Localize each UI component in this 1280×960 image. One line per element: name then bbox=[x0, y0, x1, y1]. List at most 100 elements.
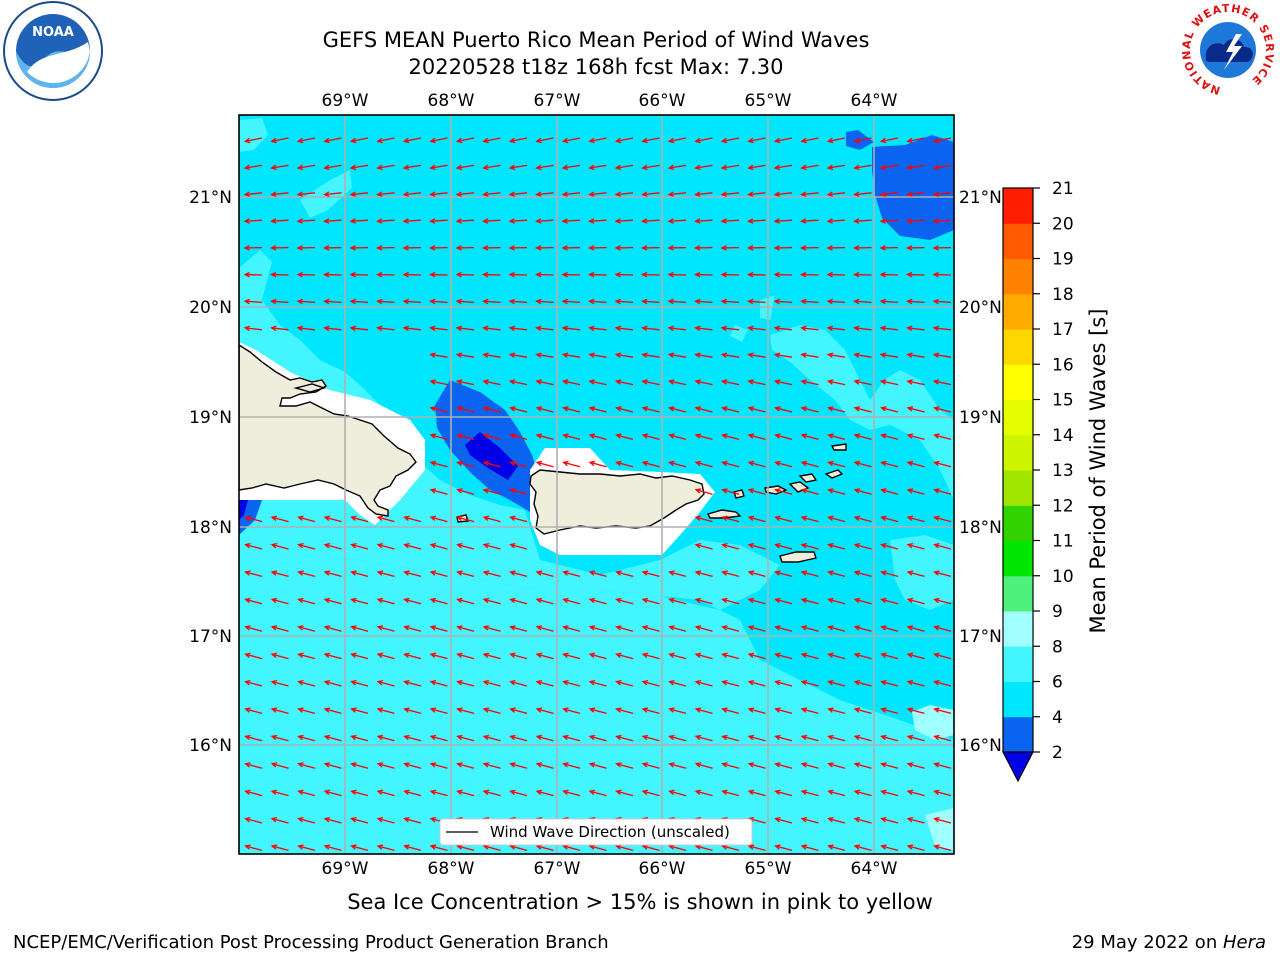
wave-direction-arrow bbox=[456, 597, 475, 605]
wave-direction-arrow bbox=[721, 488, 740, 495]
wave-direction-arrow bbox=[721, 406, 740, 413]
wave-direction-arrow bbox=[296, 164, 316, 171]
wave-direction-arrow bbox=[535, 570, 554, 578]
wave-direction-arrow bbox=[694, 762, 713, 769]
wave-direction-arrow bbox=[270, 515, 289, 523]
wave-direction-arrow bbox=[880, 433, 899, 441]
wave-direction-arrow bbox=[535, 406, 554, 413]
wave-direction-arrow bbox=[297, 652, 316, 660]
wave-direction-arrow bbox=[376, 707, 395, 715]
wave-direction-arrow bbox=[350, 543, 369, 550]
wave-direction-arrow bbox=[641, 406, 660, 413]
colorbar-segment bbox=[1003, 716, 1033, 753]
wave-direction-arrow bbox=[667, 325, 687, 332]
wave-direction-arrow bbox=[667, 245, 687, 251]
wave-direction-arrow bbox=[562, 680, 581, 687]
wave-direction-arrow bbox=[906, 570, 925, 578]
wave-direction-arrow bbox=[323, 625, 342, 632]
wave-direction-arrow bbox=[932, 218, 952, 224]
wave-direction-arrow bbox=[349, 164, 369, 171]
colorbar-tick-label: 21 bbox=[1052, 179, 1074, 199]
wave-direction-arrow bbox=[588, 625, 607, 632]
wave-direction-arrow bbox=[455, 325, 475, 332]
wave-direction-arrow bbox=[296, 218, 316, 224]
colorbar-tick-label: 20 bbox=[1052, 214, 1074, 234]
wave-direction-arrow bbox=[906, 379, 925, 386]
wave-direction-arrow bbox=[880, 844, 899, 852]
wave-direction-arrow bbox=[561, 271, 581, 278]
wave-direction-arrow bbox=[482, 597, 501, 605]
wave-direction-arrow bbox=[376, 271, 395, 278]
wave-direction-arrow bbox=[323, 543, 342, 550]
lat-label-left: 17°N bbox=[189, 627, 232, 647]
wave-direction-arrow bbox=[667, 271, 687, 278]
wave-direction-arrow bbox=[402, 137, 422, 144]
wave-direction-arrow bbox=[853, 762, 872, 769]
wave-direction-arrow bbox=[853, 844, 872, 852]
wave-direction-arrow bbox=[747, 707, 766, 715]
lon-label-top: 65°W bbox=[745, 91, 792, 111]
wave-direction-arrow bbox=[535, 734, 554, 742]
wave-direction-arrow bbox=[349, 271, 369, 278]
wave-direction-arrow bbox=[774, 515, 793, 523]
wave-direction-arrow bbox=[482, 298, 501, 305]
wave-direction-arrow bbox=[429, 271, 448, 278]
wave-direction-arrow bbox=[562, 789, 581, 797]
wave-direction-arrow bbox=[615, 433, 634, 441]
wave-direction-arrow bbox=[827, 734, 846, 742]
wave-direction-arrow bbox=[615, 460, 634, 468]
wave-direction-arrow bbox=[933, 433, 952, 441]
puerto-rico-land bbox=[529, 469, 705, 535]
wave-direction-arrow bbox=[668, 680, 687, 687]
wave-direction-arrow bbox=[774, 488, 793, 495]
wave-direction-arrow bbox=[641, 597, 660, 605]
wave-direction-arrow bbox=[800, 271, 819, 278]
wave-direction-arrow bbox=[720, 352, 740, 358]
wave-direction-arrow bbox=[773, 379, 793, 386]
wave-direction-arrow bbox=[270, 789, 289, 797]
wave-direction-arrow bbox=[535, 680, 554, 687]
wave-direction-arrow bbox=[270, 191, 289, 197]
wave-direction-arrow bbox=[588, 570, 607, 578]
wave-direction-arrow bbox=[641, 218, 660, 224]
wave-direction-arrow bbox=[456, 488, 475, 495]
wave-direction-arrow bbox=[826, 137, 846, 144]
wave-direction-arrow bbox=[402, 271, 422, 278]
wave-direction-arrow bbox=[827, 460, 846, 468]
wave-direction-arrow bbox=[535, 191, 554, 197]
wave-direction-arrow bbox=[297, 625, 316, 632]
wave-direction-arrow bbox=[720, 325, 740, 332]
wave-direction-arrow bbox=[588, 789, 607, 797]
wave-direction-arrow bbox=[535, 433, 554, 441]
footer-date: 29 May 2022 on Hera bbox=[1072, 932, 1266, 953]
wave-direction-arrow bbox=[720, 218, 740, 224]
wave-direction-arrow bbox=[906, 488, 925, 495]
wave-direction-arrow bbox=[668, 433, 687, 441]
wave-direction-arrow bbox=[614, 164, 634, 171]
wave-direction-arrow bbox=[906, 817, 925, 824]
wave-direction-arrow bbox=[482, 379, 501, 386]
wave-direction-arrow bbox=[615, 707, 634, 715]
wave-direction-arrow bbox=[879, 379, 899, 386]
wave-direction-arrow bbox=[376, 680, 395, 687]
wave-direction-arrow bbox=[429, 325, 448, 332]
colorbar-tick-label: 2 bbox=[1052, 743, 1063, 763]
wave-direction-arrow bbox=[747, 164, 766, 171]
wave-direction-arrow bbox=[244, 844, 263, 852]
wave-direction-arrow bbox=[243, 298, 263, 305]
wave-direction-arrow bbox=[615, 625, 634, 632]
wave-direction-arrow bbox=[668, 652, 687, 660]
lat-label-left: 21°N bbox=[189, 188, 232, 208]
wave-direction-arrow bbox=[456, 625, 475, 632]
wave-direction-arrow bbox=[455, 191, 475, 197]
plot-frame bbox=[238, 114, 955, 855]
wave-direction-arrow bbox=[827, 488, 846, 495]
wave-direction-arrow bbox=[615, 734, 634, 742]
wave-direction-arrow bbox=[402, 298, 422, 305]
wave-direction-arrow bbox=[879, 271, 899, 278]
wave-direction-arrow bbox=[694, 433, 713, 441]
wave-direction-arrow bbox=[853, 379, 872, 386]
wave-direction-arrow bbox=[933, 625, 952, 632]
wave-direction-arrow bbox=[879, 137, 899, 144]
wave-direction-arrow bbox=[588, 218, 607, 224]
